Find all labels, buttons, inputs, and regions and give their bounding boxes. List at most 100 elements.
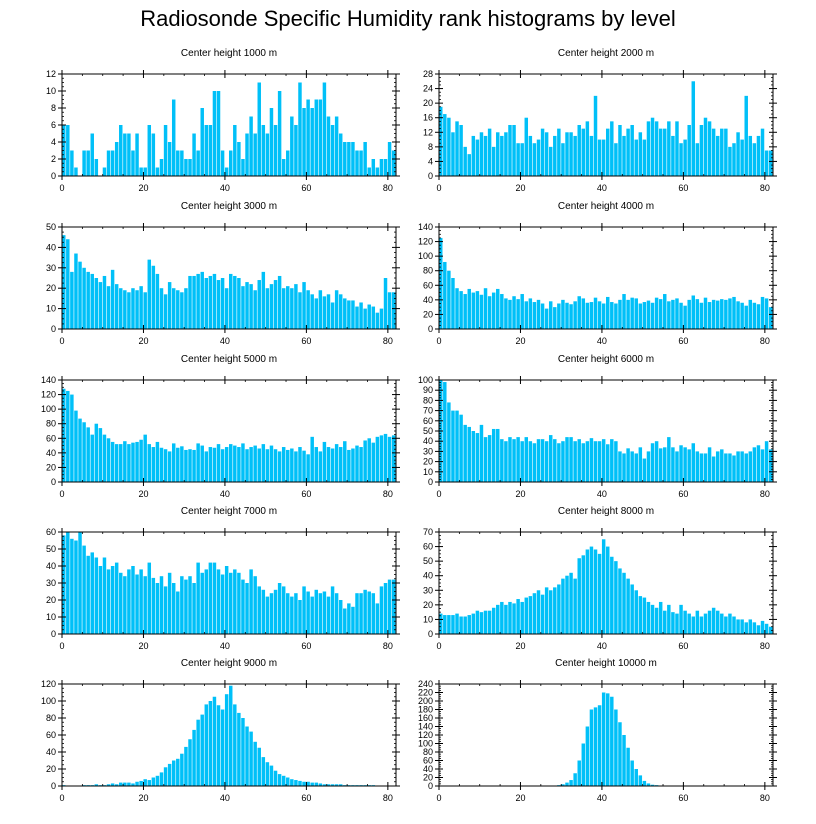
histogram-bar (634, 453, 638, 482)
x-tick-label: 0 (59, 183, 64, 193)
histogram-bar (764, 298, 769, 329)
histogram-bar (355, 150, 359, 176)
histogram-bar (273, 770, 278, 786)
histogram-bar (728, 146, 732, 176)
histogram-bar (322, 784, 327, 786)
histogram-bar (760, 128, 765, 176)
histogram-bar (375, 436, 380, 482)
histogram-bar (119, 125, 123, 176)
histogram-bar (343, 142, 347, 176)
histogram-bar (573, 773, 577, 786)
y-tick-label: 50 (423, 426, 433, 436)
histogram-panel-4: Center height 4000 m 0 20 40 60 80 100 120 140 0 2… (418, 201, 777, 346)
y-tick-label: 50 (46, 222, 56, 232)
y-tick-label: 0 (428, 781, 433, 791)
histogram-bar (691, 81, 696, 176)
histogram-bar (355, 593, 359, 634)
histogram-bar (180, 446, 184, 482)
histogram-bar (614, 441, 618, 482)
histogram-bar (110, 783, 115, 786)
histogram-bar (318, 451, 323, 482)
histogram-bar (752, 143, 757, 176)
histogram-bar (658, 601, 663, 634)
histogram-bar (626, 448, 630, 482)
histogram-bar (114, 444, 119, 482)
histogram-bar (261, 125, 266, 176)
histogram-bar (557, 443, 561, 482)
histogram-bar (508, 601, 512, 634)
histogram-bar (720, 613, 724, 634)
histogram-bar (597, 705, 602, 786)
histogram-bar (391, 435, 396, 482)
histogram-bar (577, 558, 581, 634)
x-tick-label: 20 (138, 183, 148, 193)
histogram-bar (351, 448, 355, 482)
histogram-bar (212, 696, 217, 786)
histogram-bar (520, 601, 524, 634)
histogram-bar (683, 447, 687, 482)
x-tick-label: 20 (515, 183, 525, 193)
histogram-bar (318, 593, 323, 634)
histogram-bar (638, 596, 643, 634)
histogram-bar (208, 562, 213, 634)
histogram-bar (597, 301, 602, 329)
histogram-bar (768, 449, 773, 482)
histogram-bar (62, 535, 66, 634)
x-tick-label: 40 (220, 793, 230, 803)
histogram-bar (253, 741, 257, 786)
histogram-bar (593, 297, 598, 329)
histogram-bar (110, 269, 115, 329)
histogram-bar (363, 589, 367, 634)
histogram-bar (241, 718, 245, 786)
y-tick-label: 140 (418, 722, 433, 732)
histogram-bar (147, 562, 152, 634)
histogram-bar (679, 445, 683, 482)
histogram-bar (658, 128, 663, 176)
y-tick-label: 16 (423, 113, 433, 123)
x-tick-label: 40 (597, 336, 607, 346)
histogram-bar (237, 447, 241, 482)
histogram-bar (94, 557, 99, 634)
histogram-bar (188, 576, 192, 634)
histogram-bar (760, 296, 765, 329)
histogram-bar (143, 434, 147, 482)
y-tick-label: 60 (423, 280, 433, 290)
histogram-bar (192, 729, 196, 786)
histogram-bar (359, 593, 363, 634)
histogram-bar (447, 117, 451, 176)
histogram-bar (720, 299, 724, 329)
histogram-bar (610, 556, 614, 634)
histogram-bar (614, 303, 618, 329)
histogram-bar (127, 444, 131, 482)
histogram-bar (119, 572, 123, 634)
histogram-bar (516, 143, 520, 176)
histogram-bar (548, 301, 553, 329)
histogram-bar (663, 128, 667, 176)
histogram-bar (330, 784, 335, 786)
histogram-bar (387, 579, 392, 634)
histogram-bar (699, 453, 704, 482)
histogram-bar (520, 294, 524, 329)
histogram-bar (744, 305, 748, 329)
histogram-bar (196, 150, 200, 176)
histogram-bar (524, 597, 529, 634)
x-tick-label: 0 (59, 641, 64, 651)
histogram-bar (310, 436, 314, 482)
histogram-bar (188, 739, 192, 786)
histogram-bar (536, 139, 541, 176)
histogram-bar (212, 447, 217, 482)
histogram-bar (330, 302, 335, 329)
histogram-bar (703, 453, 708, 482)
histogram-bar (298, 292, 302, 329)
histogram-bar (171, 99, 176, 176)
histogram-bar (687, 449, 691, 482)
histogram-bar (379, 435, 384, 482)
histogram-bar (151, 577, 156, 634)
histogram-bar (66, 532, 70, 634)
histogram-bar (343, 298, 347, 329)
histogram-bar (212, 91, 217, 176)
y-tick-label: 12 (423, 127, 433, 137)
histogram-bar (642, 780, 647, 786)
histogram-bar (471, 135, 476, 176)
histogram-bar (516, 599, 520, 634)
